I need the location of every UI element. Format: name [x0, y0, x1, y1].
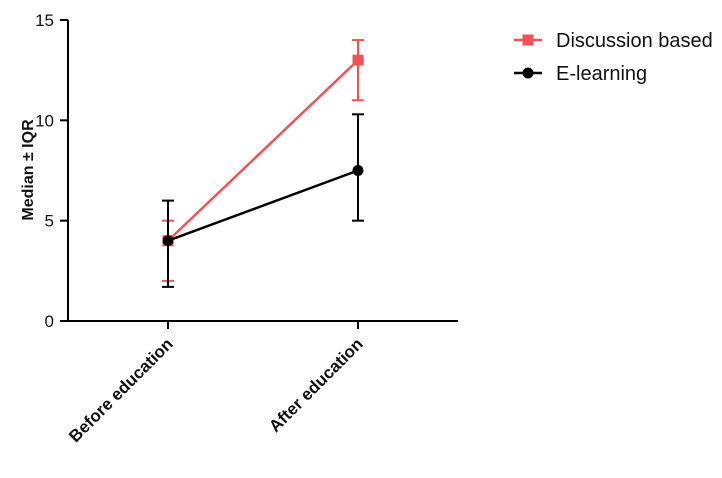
data-point-circle	[352, 165, 364, 176]
legend-label: E-learning	[556, 63, 647, 85]
legend: Discussion based E-learning	[514, 30, 713, 85]
y-tick-label: 5	[45, 212, 54, 231]
data-point-circle	[162, 235, 174, 247]
y-axis-title: Median ± IQR	[20, 119, 37, 221]
series-line	[167, 59, 359, 242]
axes: 0 5 10 15 Before education After education	[35, 11, 458, 446]
legend-marker-square	[522, 34, 534, 46]
y-tick-label: 10	[35, 111, 54, 130]
legend-item-2: E-learning	[514, 63, 647, 85]
x-tick-label: After education	[265, 334, 367, 436]
legend-label: Discussion based	[556, 30, 713, 52]
data-point-square	[352, 54, 364, 66]
series-2	[162, 113, 364, 288]
legend-item-1: Discussion based	[514, 30, 713, 52]
series-layer	[162, 39, 364, 288]
y-tick-label: 15	[35, 11, 54, 30]
series-1	[162, 39, 364, 282]
x-tick-label: Before education	[65, 334, 177, 446]
y-tick-label: 0	[45, 312, 54, 331]
legend-marker-circle	[522, 67, 534, 79]
series-line	[167, 169, 359, 242]
